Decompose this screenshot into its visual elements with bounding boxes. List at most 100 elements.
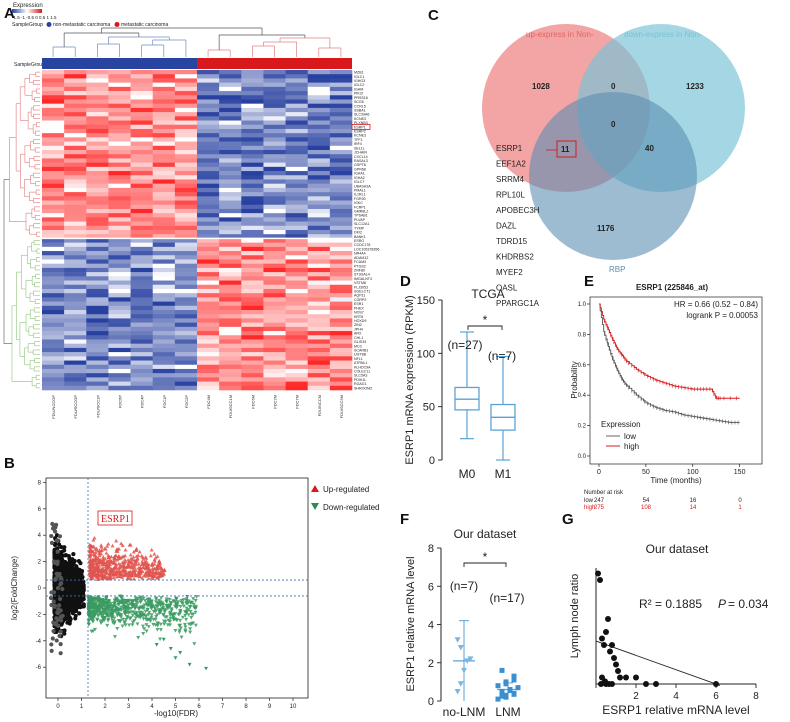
volcano-point-down [115,599,120,603]
volcano-point-down [100,604,105,609]
heatmap-cell [42,339,65,344]
scatter-point [615,668,621,674]
heatmap-cell [152,259,176,264]
volcano-point-down [167,623,172,627]
heatmap-cell [241,381,264,387]
venn-only1: 1028 [532,82,550,91]
heatmap-cell [329,259,353,264]
heatmap-cell [219,297,242,302]
heatmap-cell [108,217,131,222]
gene-label: UBASH3A [354,184,371,188]
volcano-xtick-label: 7 [221,704,225,710]
heatmap-cell [174,74,198,79]
volcano-point-up [117,574,122,578]
heatmap-cell [64,217,87,222]
volcano-point-ns [76,558,81,564]
heatmap-cell [64,145,87,151]
volcano-point-up [88,562,93,566]
heatmap-cell [307,217,331,222]
heatmap-cell [108,381,131,387]
volcano-point-down [87,605,92,609]
group2-label: metastatic carcinoma [121,22,168,28]
heatmap-cell [219,272,242,277]
heatmap-cell [285,225,309,231]
heatmap-cell [152,133,176,138]
heatmap-cell [329,120,353,126]
heatmap-cell [329,128,353,134]
volcano-point-down [173,600,178,604]
heatmap-cell [263,360,286,366]
gene-label: GPR68 [354,167,366,171]
heatmap-cell [263,154,286,159]
heatmap-cell [86,124,109,130]
venn-set3-label: RBP [609,265,625,274]
volcano-point-ns [58,608,63,613]
volcano-point-ns [58,575,63,580]
dot-sig-bracket [463,562,507,567]
heatmap-cell [152,314,176,319]
gene-labels: MZB1IGLC1IGHG3IGLC2IGHMPIK3IPRSS16SCG5CC… [354,71,379,391]
volcano-point-up [152,552,157,556]
volcano-point-down [162,610,167,614]
heatmap-cell [263,284,286,290]
volcano-point-up [90,564,95,569]
heatmap-cell [263,356,286,361]
heatmap-cell [197,91,220,96]
heatmap-cell [174,162,198,168]
heatmap-cell [42,234,65,239]
heatmap-cell [174,183,198,189]
heatmap-cell [219,145,242,151]
heatmap-cell [108,116,131,121]
heatmap-cell [329,251,353,256]
volcano-point-up [149,575,154,579]
heatmap-cell [285,196,309,201]
heatmap-cell [86,305,109,311]
volcano-point-ns [50,636,55,641]
volcano-point-up [154,565,159,570]
heatmap-cell [152,284,176,290]
heatmap-cell [152,78,176,83]
heatmap-cell [130,310,154,315]
volcano-point-up [93,556,98,561]
heatmap-cell [86,230,109,235]
heatmap-cell [285,242,309,248]
heatmap-cell [285,364,309,370]
heatmap-cell [130,154,154,159]
volcano-point-down [193,598,198,603]
volcano-point-ns [58,596,63,602]
down-legend-label: Down-regulated [323,503,379,512]
volcano-point-ns [60,605,65,610]
heatmap-cell [108,171,131,176]
heatmap-cell [130,204,154,210]
heatmap-cell [285,95,309,100]
volcano-point-down [97,608,102,612]
heatmap-cell [219,234,242,239]
volcano-point-up [88,543,93,548]
heatmap-cell [152,242,176,248]
heatmap-cell [285,280,309,286]
heatmap-cell [108,360,131,366]
heatmap-cell [307,133,331,138]
heatmap-cell [263,310,286,315]
heatmap-cell [174,326,198,332]
heatmap-cell [42,183,65,189]
volcano-point-up [149,572,154,576]
heatmap-cell [86,326,109,332]
heatmap-cell [86,234,109,239]
heatmap-cell [307,377,331,382]
heatmap-cell [329,95,353,100]
venn-gene-tdrd15: TDRD15 [496,237,528,246]
volcano-point-ns [59,549,64,555]
volcano-point-ns [58,615,63,620]
scatter-point [623,674,629,681]
volcano-point-up [89,576,94,581]
heatmap-cells [42,70,353,391]
heatmap-cell [86,171,109,176]
heatmap-cell [64,385,87,391]
heatmap-cell [329,255,353,260]
heatmap-cell [263,267,286,273]
volcano-point-down [161,637,166,642]
heatmap-cell [263,103,286,109]
heatmap-cell [307,267,331,273]
